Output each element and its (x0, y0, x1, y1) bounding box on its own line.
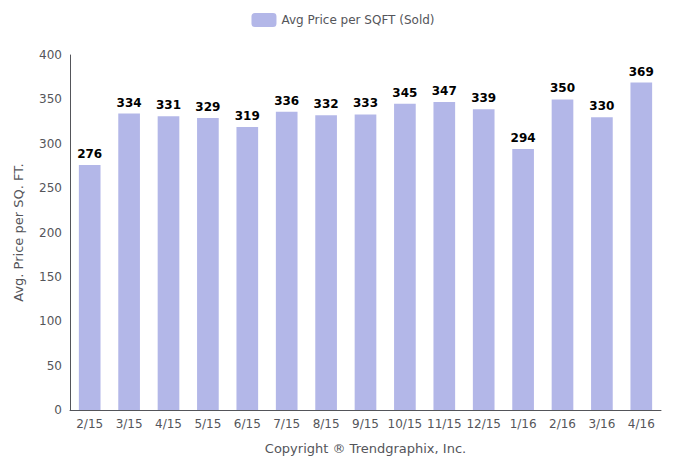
svg-text:9/15: 9/15 (352, 417, 379, 431)
svg-text:332: 332 (314, 97, 339, 111)
svg-text:2/16: 2/16 (549, 417, 576, 431)
svg-text:345: 345 (392, 86, 417, 100)
svg-text:400: 400 (39, 48, 62, 62)
svg-text:319: 319 (235, 109, 260, 123)
svg-text:369: 369 (629, 65, 654, 79)
svg-text:8/15: 8/15 (313, 417, 340, 431)
svg-text:200: 200 (39, 226, 62, 240)
svg-text:2/15: 2/15 (76, 417, 103, 431)
svg-text:331: 331 (156, 98, 181, 112)
svg-text:333: 333 (353, 96, 378, 110)
svg-text:4/15: 4/15 (155, 417, 182, 431)
svg-text:294: 294 (511, 131, 536, 145)
svg-text:347: 347 (432, 84, 457, 98)
svg-text:150: 150 (39, 270, 62, 284)
svg-text:10/15: 10/15 (388, 417, 423, 431)
svg-text:Avg Price per SQFT (Sold): Avg Price per SQFT (Sold) (281, 13, 434, 27)
svg-text:350: 350 (550, 81, 575, 95)
svg-text:4/16: 4/16 (628, 417, 655, 431)
svg-text:329: 329 (195, 100, 220, 114)
svg-text:7/15: 7/15 (273, 417, 300, 431)
svg-text:276: 276 (77, 147, 102, 161)
svg-text:Copyright ® Trendgraphix, Inc.: Copyright ® Trendgraphix, Inc. (265, 441, 466, 456)
svg-text:339: 339 (471, 91, 496, 105)
svg-text:5/15: 5/15 (194, 417, 221, 431)
svg-text:100: 100 (39, 314, 62, 328)
svg-text:250: 250 (39, 181, 62, 195)
svg-text:Avg. Price per SQ. FT.: Avg. Price per SQ. FT. (11, 163, 26, 301)
svg-text:12/15: 12/15 (466, 417, 501, 431)
svg-text:11/15: 11/15 (427, 417, 462, 431)
svg-text:300: 300 (39, 137, 62, 151)
svg-text:334: 334 (117, 96, 142, 110)
svg-text:336: 336 (274, 94, 299, 108)
svg-text:330: 330 (589, 99, 614, 113)
svg-text:0: 0 (54, 403, 62, 417)
svg-text:3/16: 3/16 (588, 417, 615, 431)
svg-text:50: 50 (47, 359, 62, 373)
svg-text:1/16: 1/16 (510, 417, 537, 431)
svg-text:6/15: 6/15 (234, 417, 261, 431)
svg-text:350: 350 (39, 92, 62, 106)
svg-text:3/15: 3/15 (116, 417, 143, 431)
